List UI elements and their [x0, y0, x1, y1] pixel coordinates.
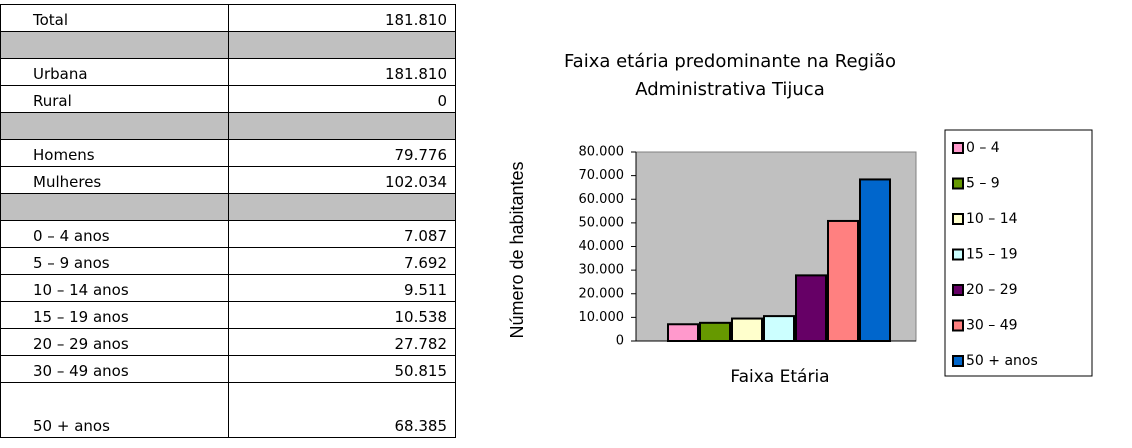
table-row: Rural 0 — [0, 85, 456, 113]
y-tick-label: 50.000 — [579, 215, 625, 230]
label-cell: 0 – 4 anos — [0, 220, 229, 248]
bar — [795, 274, 827, 342]
chart: Número de habitantes Faixa Etária 0 10.00… — [507, 129, 1093, 387]
legend-label: 15 – 19 — [966, 247, 1018, 263]
y-tick-label: 10.000 — [579, 310, 625, 325]
value-cell: 27.782 — [228, 328, 456, 356]
y-tick-label: 20.000 — [579, 286, 625, 301]
table-row: 0 – 4 anos 7.087 — [0, 220, 456, 248]
value-cell: 50.815 — [228, 355, 456, 383]
legend-box — [944, 129, 1093, 377]
bar — [731, 317, 763, 343]
label-cell: Total — [0, 4, 229, 32]
bar — [667, 323, 699, 342]
legend-swatch — [952, 177, 964, 190]
table-row: Urbana 181.810 — [0, 58, 456, 86]
value-cell: 68.385 — [228, 382, 456, 438]
label-cell: 5 – 9 anos — [0, 247, 229, 275]
bar — [859, 178, 891, 342]
y-tick-label: 60.000 — [579, 192, 625, 207]
table-row: 20 – 29 anos 27.782 — [0, 328, 456, 356]
chart-title: Faixa etária predominante na Região Admi… — [563, 51, 897, 100]
label-cell: Urbana — [0, 58, 229, 86]
legend-label: 0 – 4 — [966, 140, 1000, 156]
legend-swatch — [952, 248, 964, 261]
table-row: Mulheres 102.034 — [0, 166, 456, 194]
legend-swatch — [952, 213, 964, 225]
legend-swatch — [952, 319, 964, 332]
legend-label: 30 – 49 — [966, 318, 1018, 334]
bar — [699, 321, 731, 342]
y-tick-label: 80.000 — [579, 145, 625, 160]
value-cell: 7.087 — [228, 220, 456, 248]
separator-row — [0, 31, 456, 59]
table-row: Total 181.810 — [0, 4, 456, 32]
value-cell: 181.810 — [228, 4, 456, 32]
legend-label: 20 – 29 — [966, 282, 1018, 298]
legend-swatch — [952, 284, 964, 296]
y-tick-label: 0 — [616, 334, 624, 349]
bar — [763, 315, 795, 342]
table-row: 15 – 19 anos 10.538 — [0, 301, 456, 329]
data-table: Total 181.810 Urbana 181.810 Rural 0 Homens 79.… — [0, 4, 456, 438]
value-cell: 9.511 — [228, 274, 456, 302]
legend-swatch — [952, 142, 964, 154]
y-tick-label: 40.000 — [579, 239, 625, 254]
table-row: 5 – 9 anos 7.692 — [0, 247, 456, 275]
legend-swatch — [952, 355, 964, 367]
legend-label: 10 – 14 — [966, 211, 1018, 227]
bar — [827, 219, 859, 343]
x-axis-label: Faixa Etária — [730, 367, 829, 387]
separator-row — [0, 193, 456, 221]
value-cell: 7.692 — [228, 247, 456, 275]
separator-row — [0, 112, 456, 140]
table-row: 10 – 14 anos 9.511 — [0, 274, 456, 302]
y-tick-label: 30.000 — [579, 263, 625, 278]
value-cell: 102.034 — [228, 166, 456, 194]
y-axis-label: Número de habitantes — [507, 161, 527, 338]
table-row: 50 + anos 68.385 — [0, 382, 456, 438]
label-cell: Homens — [0, 139, 229, 167]
value-cell: 79.776 — [228, 139, 456, 167]
label-cell: 15 – 19 anos — [0, 301, 229, 329]
label-cell: Mulheres — [0, 166, 229, 194]
label-cell: 50 + anos — [0, 382, 229, 438]
legend-label: 50 + anos — [966, 353, 1038, 369]
value-cell: 10.538 — [228, 301, 456, 329]
label-cell: 20 – 29 anos — [0, 328, 229, 356]
label-cell: 10 – 14 anos — [0, 274, 229, 302]
table-row: Homens 79.776 — [0, 139, 456, 167]
legend-label: 5 – 9 — [966, 176, 1000, 192]
label-cell: 30 – 49 anos — [0, 355, 229, 383]
table-row: 30 – 49 anos 50.815 — [0, 355, 456, 383]
y-tick-label: 70.000 — [579, 168, 625, 183]
value-cell: 0 — [228, 85, 456, 113]
label-cell: Rural — [0, 85, 229, 113]
value-cell: 181.810 — [228, 58, 456, 86]
